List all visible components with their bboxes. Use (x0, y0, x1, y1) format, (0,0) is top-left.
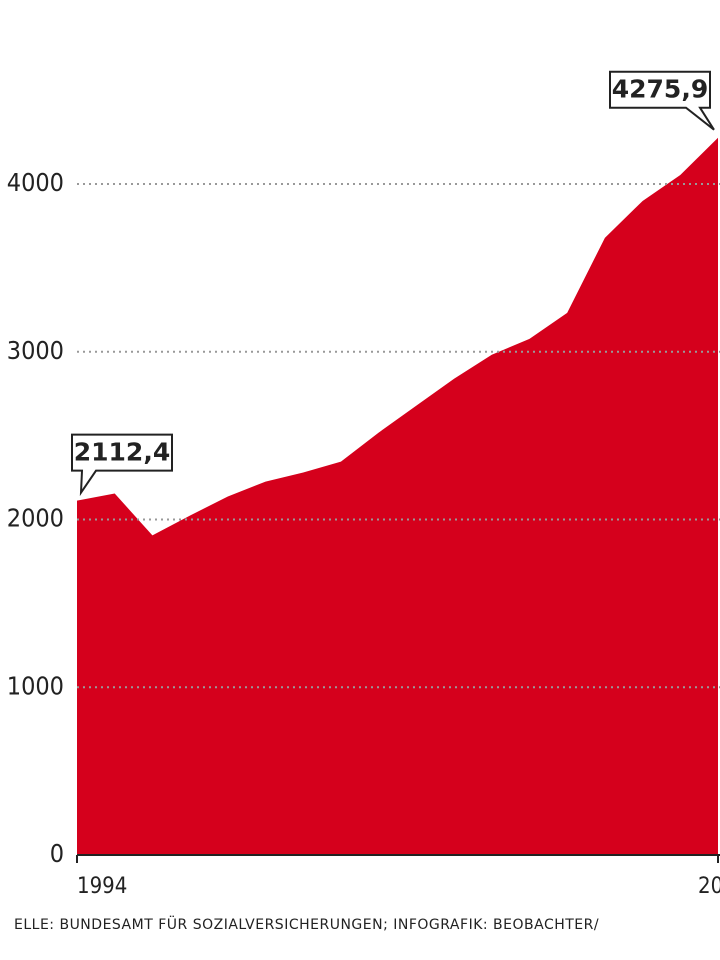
callout-box (609, 70, 715, 131)
y-tick-label: 3000 (7, 336, 64, 365)
source-note: ELLE: BUNDESAMT FÜR SOZIALVERSICHERUNGEN… (14, 915, 599, 933)
y-tick-label: 1000 (7, 671, 64, 700)
y-tick-label: 2000 (7, 504, 64, 533)
x-tick-label: 1994 (77, 874, 127, 899)
data-label: 2112,4 (74, 438, 170, 467)
callout-box (71, 433, 173, 497)
data-label: 4275,9 (612, 75, 708, 104)
y-tick-label: 0 (50, 839, 64, 868)
area (77, 137, 718, 855)
y-tick-label: 4000 (7, 168, 64, 197)
x-tick-label: 2011 (698, 874, 720, 899)
